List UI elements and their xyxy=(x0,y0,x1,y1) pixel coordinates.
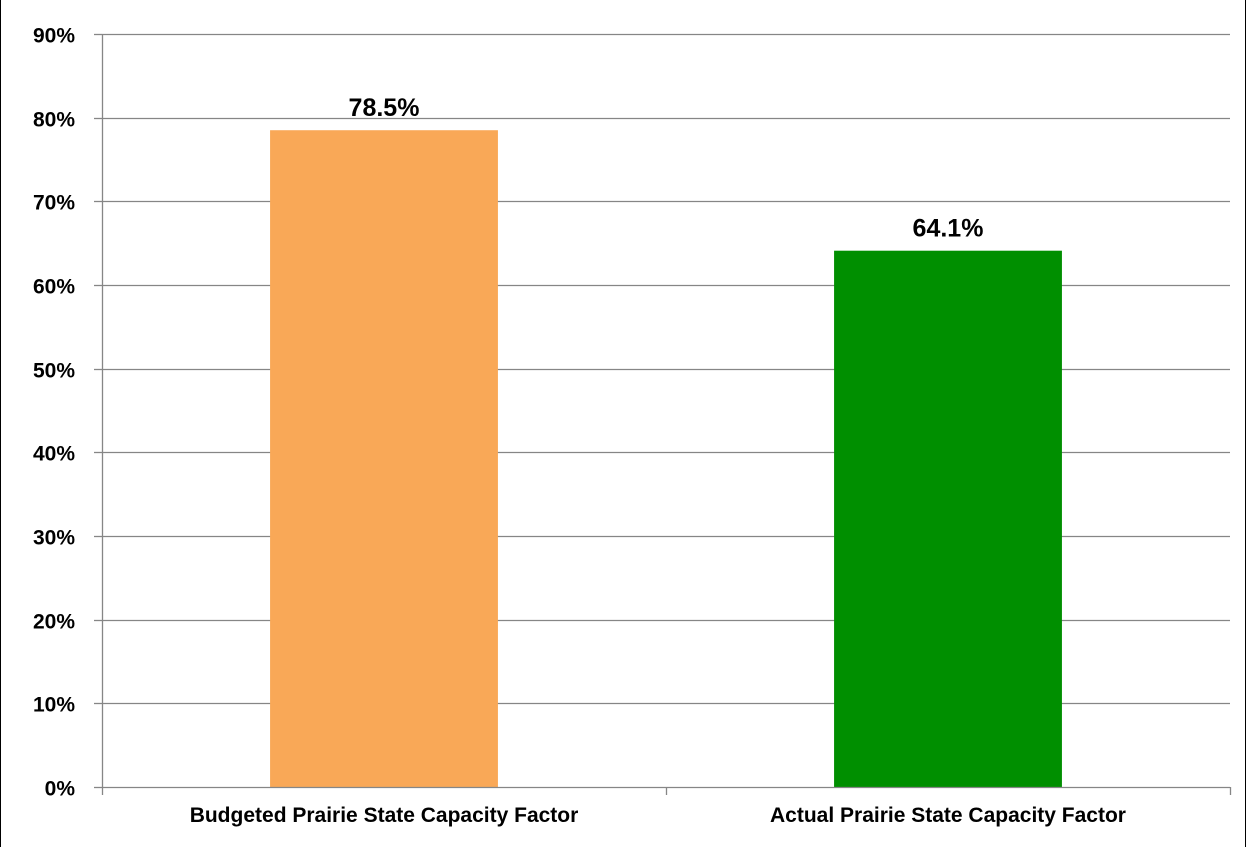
y-tick-label: 70% xyxy=(33,192,75,215)
bar-value-label: 78.5% xyxy=(349,94,420,122)
x-axis-category-labels: Budgeted Prairie State Capacity Factor Ac… xyxy=(190,804,1126,827)
data-labels: 78.5% 64.1% xyxy=(349,94,984,242)
y-tick-label: 10% xyxy=(33,694,75,717)
y-tick-label: 90% xyxy=(33,25,75,48)
y-axis-tick-labels: 0% 10% 20% 30% 40% 50% 60% 70% 80% 90% xyxy=(33,25,75,801)
bar-budgeted xyxy=(270,130,498,787)
y-tick-label: 40% xyxy=(33,443,75,466)
bar-value-label: 64.1% xyxy=(913,215,984,243)
axes xyxy=(94,33,1232,795)
y-tick-label: 30% xyxy=(33,527,75,550)
y-tick-label: 20% xyxy=(33,611,75,634)
y-tick-label: 0% xyxy=(45,778,76,801)
y-tick-label: 60% xyxy=(33,276,75,299)
bar-actual xyxy=(834,250,1062,788)
y-tick-label: 50% xyxy=(33,360,75,383)
y-tick-label: 80% xyxy=(33,109,75,132)
bars xyxy=(270,130,1062,788)
x-category-label: Budgeted Prairie State Capacity Factor xyxy=(190,804,579,827)
x-category-label: Actual Prairie State Capacity Factor xyxy=(770,804,1126,827)
